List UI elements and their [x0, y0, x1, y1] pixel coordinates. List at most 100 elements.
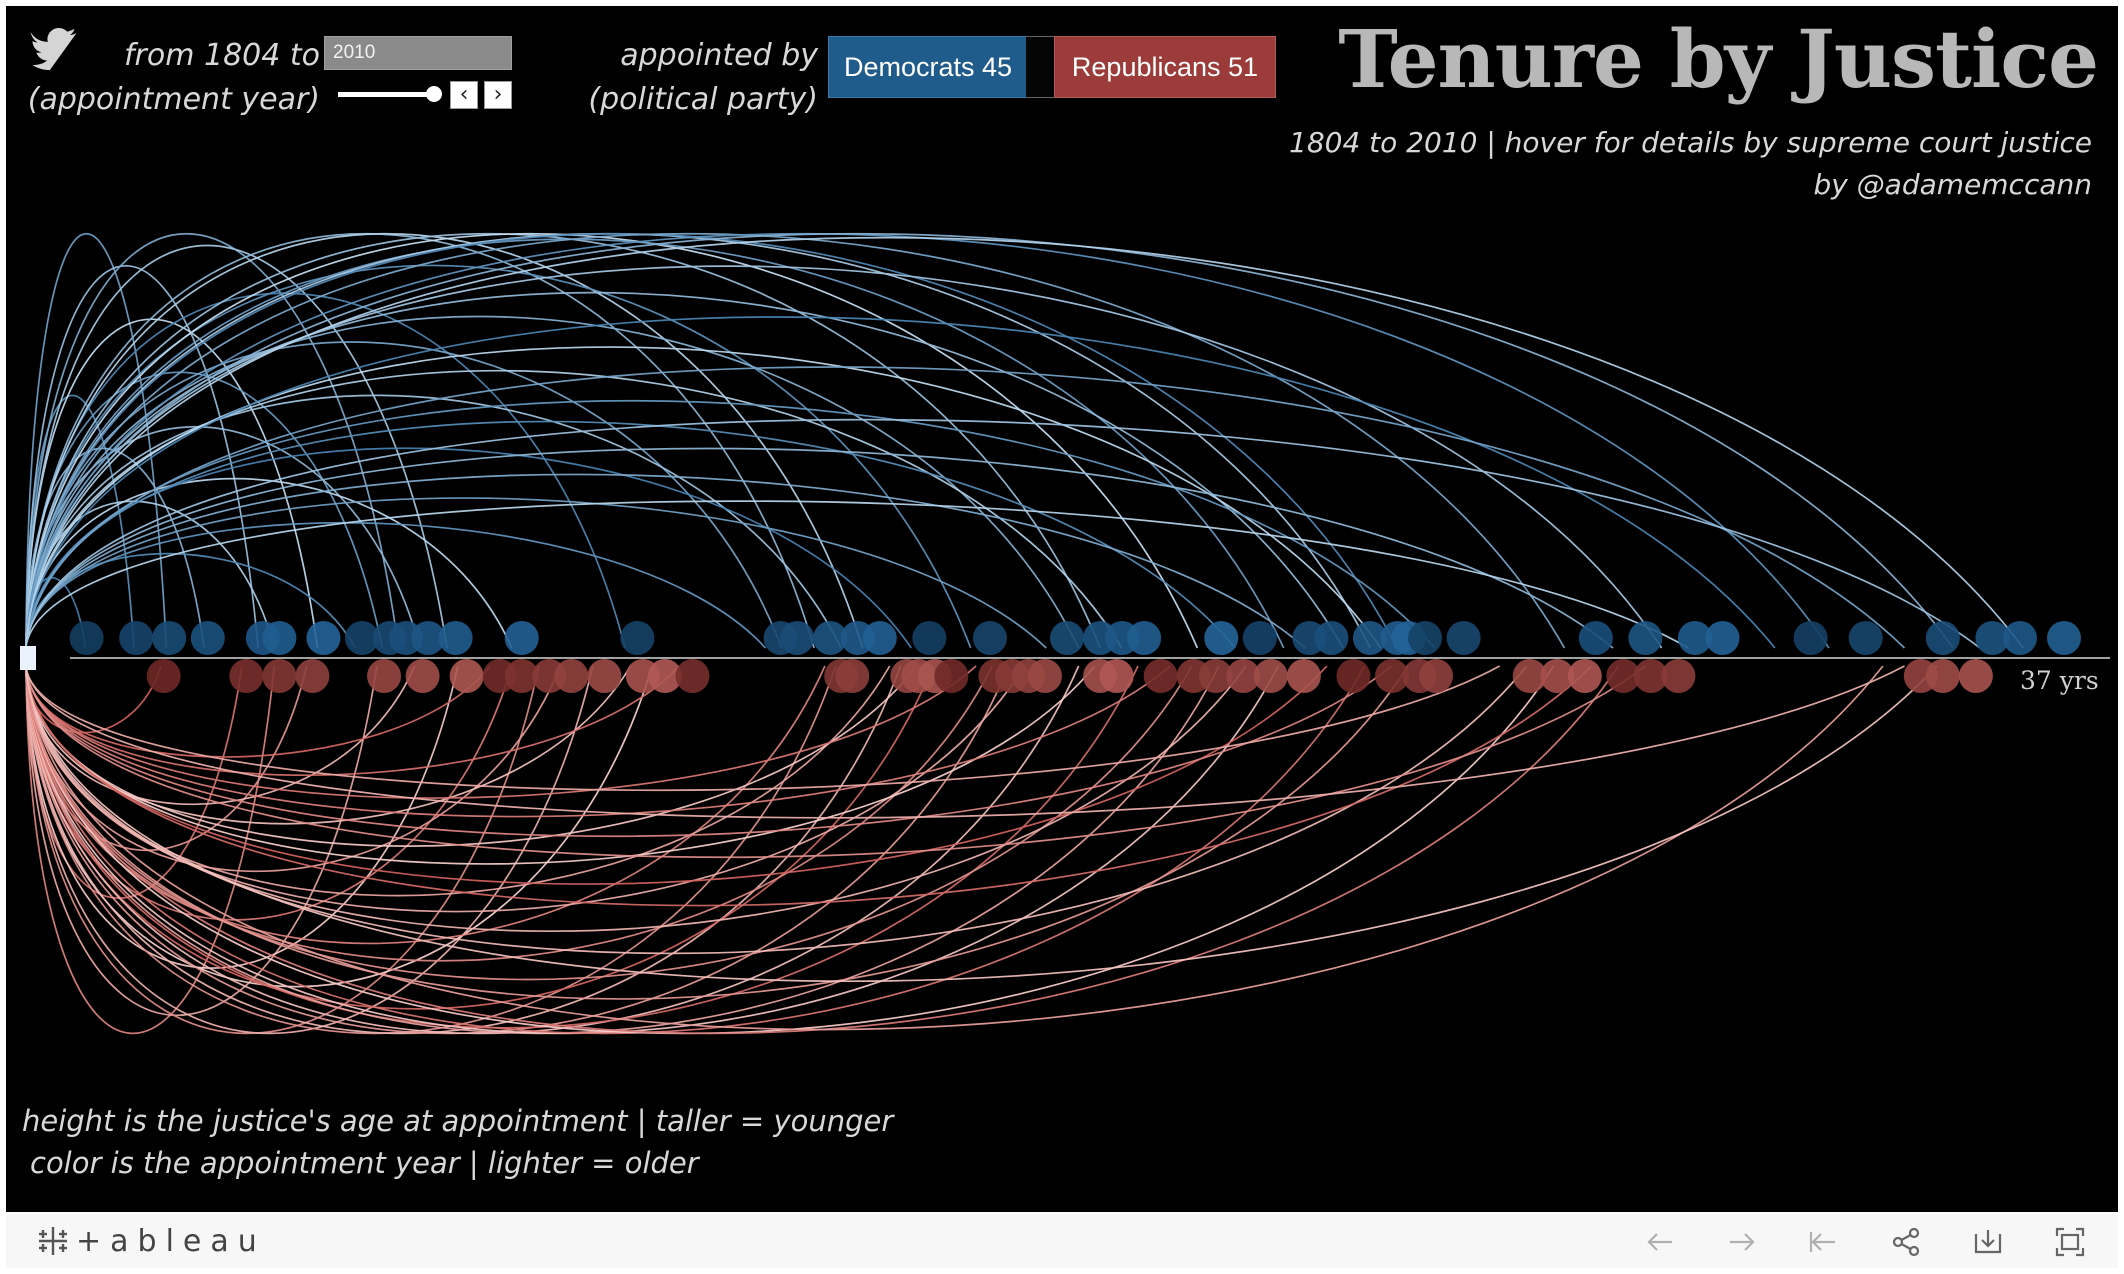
republicans-legend-button[interactable]: Republicans 51 [1054, 36, 1276, 98]
republican-justice-dot[interactable] [1286, 659, 1321, 693]
republican-justice-dot[interactable] [229, 659, 264, 693]
democrat-justice-dot[interactable] [1204, 621, 1239, 655]
republican-justice-dot[interactable] [1143, 659, 1178, 693]
axis-end-label: 37 yrs [2020, 666, 2099, 695]
democrat-justice-dot[interactable] [152, 621, 187, 655]
democrat-justice-dot[interactable] [813, 621, 848, 655]
democrat-justice-dot[interactable] [504, 621, 539, 655]
republican-justice-dot[interactable] [835, 659, 870, 693]
year-filter-sublabel: (appointment year) [27, 82, 320, 117]
republican-justice-dot[interactable] [1512, 659, 1547, 693]
republican-justice-dot[interactable] [1540, 659, 1575, 693]
share-icon[interactable] [1890, 1226, 1922, 1258]
tableau-wordmark: +ableau [76, 1223, 266, 1259]
republican-justice-dot[interactable] [675, 659, 710, 693]
republican-justice-dot[interactable] [1028, 659, 1062, 693]
democrat-justice-dot[interactable] [262, 621, 297, 655]
fullscreen-icon[interactable] [2054, 1226, 2086, 1258]
undo-icon[interactable] [1644, 1226, 1676, 1258]
democrat-justice-dot[interactable] [1352, 621, 1387, 655]
democrat-justice-dot[interactable] [119, 621, 154, 655]
democrat-justice-dot[interactable] [344, 621, 379, 655]
democrat-justice-dot[interactable] [1677, 621, 1712, 655]
chevron-left-icon[interactable]: ‹ [450, 81, 478, 109]
republican-justice-dot[interactable] [554, 659, 589, 693]
democrat-justice-dot[interactable] [1242, 621, 1277, 655]
democrat-justice-dot[interactable] [1705, 621, 1740, 655]
twitter-icon[interactable] [28, 28, 80, 72]
democrat-justice-dot[interactable] [306, 621, 341, 655]
republican-justice-dot[interactable] [1606, 659, 1641, 693]
republican-justice-dot[interactable] [1567, 659, 1602, 693]
download-icon[interactable] [1972, 1226, 2004, 1258]
arc-chart[interactable] [6, 6, 2118, 1212]
republican-justice-dot[interactable] [367, 659, 402, 693]
republican-tenure-arc [25, 665, 540, 1035]
democrat-justice-dot[interactable] [411, 621, 446, 655]
republican-justice-dot[interactable] [1226, 659, 1261, 693]
democrat-justice-dot[interactable] [1925, 621, 1960, 655]
origin-marker [20, 646, 36, 670]
republican-justice-dot[interactable] [1925, 659, 1960, 693]
democrat-justice-dot[interactable] [1314, 621, 1349, 655]
democrat-justice-dot[interactable] [1793, 621, 1828, 655]
republican-tenure-arc [25, 665, 1080, 1035]
democrat-justice-dot[interactable] [780, 621, 815, 655]
democrat-justice-dot[interactable] [862, 621, 897, 655]
republican-justice-dot[interactable] [1633, 659, 1668, 693]
republican-justice-dot[interactable] [1958, 659, 1993, 693]
democrat-tenure-arc [25, 232, 1398, 649]
revert-icon[interactable] [1806, 1226, 1838, 1258]
democrat-justice-dot[interactable] [438, 621, 473, 655]
republican-justice-dot[interactable] [449, 659, 484, 693]
footer-note-height: height is the justice's age at appointme… [22, 1104, 894, 1138]
republican-justice-dot[interactable] [1198, 659, 1233, 693]
republican-tenure-arc [25, 665, 1592, 907]
chevron-right-icon[interactable]: › [484, 81, 512, 109]
democrat-tenure-arc [25, 265, 259, 649]
republican-justice-dot[interactable] [1253, 659, 1288, 693]
republican-justice-dot[interactable] [262, 659, 297, 693]
republican-justice-dot[interactable] [1336, 659, 1371, 693]
democrat-justice-dot[interactable] [1848, 621, 1883, 655]
republican-justice-dot[interactable] [587, 659, 622, 693]
redo-icon[interactable] [1726, 1226, 1758, 1258]
democrat-tenure-arc [25, 341, 783, 649]
arc-group [25, 232, 2024, 1035]
democrat-justice-dot[interactable] [2047, 621, 2081, 655]
republican-justice-dot[interactable] [647, 659, 682, 693]
democrat-justice-dot[interactable] [69, 621, 104, 655]
democrat-justice-dot[interactable] [1127, 621, 1162, 655]
republican-justice-dot[interactable] [405, 659, 440, 693]
democrat-justice-dot[interactable] [1446, 621, 1481, 655]
republican-justice-dot[interactable] [1661, 659, 1696, 693]
party-filter-label: appointed by [620, 38, 818, 73]
democrat-tenure-arc [25, 233, 864, 649]
democrat-justice-dot[interactable] [972, 621, 1007, 655]
democrat-justice-dot[interactable] [190, 621, 225, 655]
democrat-justice-dot[interactable] [912, 621, 947, 655]
republican-justice-dot[interactable] [1099, 659, 1134, 693]
democrat-justice-dot[interactable] [1578, 621, 1613, 655]
republican-justice-dot[interactable] [1419, 659, 1454, 693]
republican-justice-dot[interactable] [295, 659, 330, 693]
viz-canvas: from 1804 to (appointment year) ‹ › appo… [6, 6, 2118, 1212]
republican-justice-dot[interactable] [934, 659, 969, 693]
year-input[interactable] [324, 36, 512, 70]
democrat-justice-dot[interactable] [620, 621, 655, 655]
democrat-tenure-arc [25, 238, 1285, 649]
republican-justice-dot[interactable] [146, 659, 181, 693]
democrat-tenure-arc [25, 477, 513, 649]
democrats-legend-button[interactable]: Democrats 45 [828, 36, 1028, 98]
republican-justice-dot[interactable] [1375, 659, 1410, 693]
year-slider-track[interactable] [338, 92, 436, 97]
year-slider-handle[interactable] [426, 86, 442, 102]
democrat-justice-dot[interactable] [1408, 621, 1443, 655]
democrat-justice-dot[interactable] [1050, 621, 1085, 655]
republican-justice-dot[interactable] [504, 659, 539, 693]
democrat-justice-dot[interactable] [2002, 621, 2037, 655]
tableau-logo[interactable]: +ableau [36, 1223, 266, 1259]
democrat-justice-dot[interactable] [1975, 621, 2010, 655]
democrat-justice-dot[interactable] [1628, 621, 1663, 655]
democrat-tenure-arc [25, 236, 2024, 649]
